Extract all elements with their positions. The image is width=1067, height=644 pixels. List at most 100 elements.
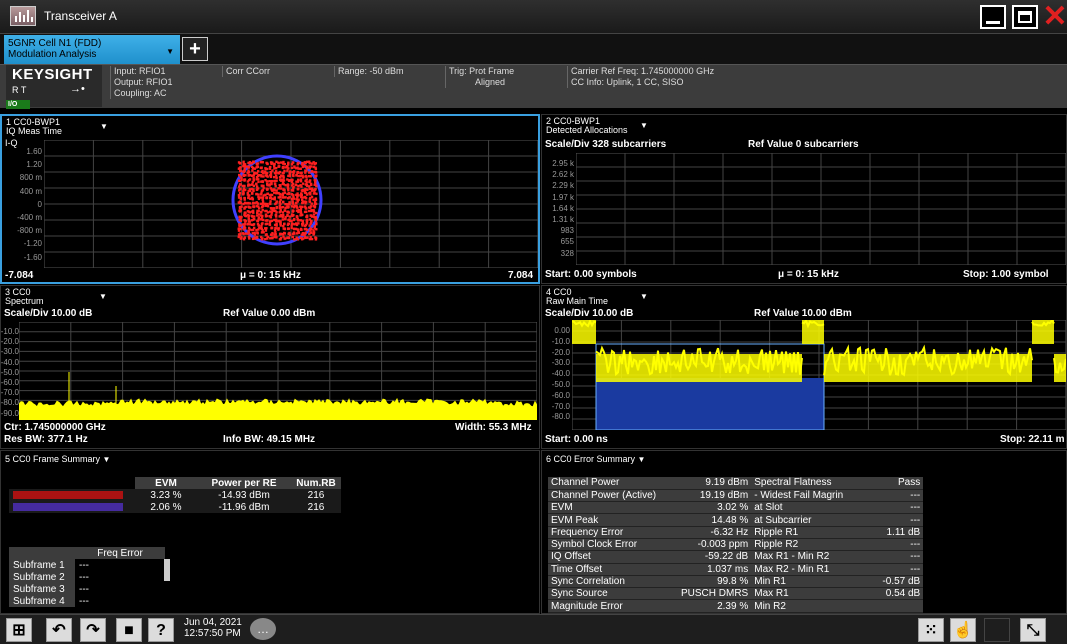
- constellation-point: [303, 227, 307, 231]
- constellation-point: [239, 202, 242, 205]
- constellation-point: [261, 200, 265, 203]
- undo-icon[interactable]: ↶: [46, 618, 72, 642]
- window-raw-main-time[interactable]: 4 CC0 Raw Main Time ▼ Scale/Div 10.00 dB…: [541, 285, 1067, 449]
- constellation-point: [251, 237, 255, 241]
- add-tab-button[interactable]: +: [182, 37, 208, 61]
- constellation-point: [299, 219, 302, 222]
- layout-icon[interactable]: [984, 618, 1010, 642]
- constellation-point: [314, 238, 318, 241]
- constellation-point: [261, 218, 265, 222]
- constellation-point: [282, 162, 285, 165]
- title-bar: [0, 0, 1067, 34]
- window-6-selector[interactable]: 6 CC0 Error Summary ▼: [546, 454, 645, 464]
- constellation-point: [278, 215, 281, 218]
- constellation-point: [255, 182, 258, 185]
- freq-error-table: Freq Error Subframe 1 --- Subframe 2 --- S…: [9, 547, 165, 607]
- constellation-point: [244, 165, 247, 168]
- fullscreen-icon[interactable]: ⤡: [1020, 618, 1046, 642]
- input-info[interactable]: Input: RFIO1 Output: RFIO1 Coupling: AC: [110, 66, 214, 99]
- constellation-point: [300, 233, 304, 236]
- help-icon[interactable]: ?: [148, 618, 174, 642]
- constellation-point: [285, 164, 289, 168]
- window-error-summary[interactable]: 6 CC0 Error Summary ▼ Channel Power 9.19 …: [541, 450, 1067, 614]
- constellation-point: [305, 181, 308, 184]
- keypad-icon[interactable]: ⁙: [918, 618, 944, 642]
- tab-dropdown-icon[interactable]: ▼: [166, 47, 174, 56]
- scrollbar-thumb[interactable]: [164, 559, 170, 581]
- window-2-selector[interactable]: 2 CC0-BWP1 Detected Allocations ▼: [544, 116, 672, 135]
- constellation-point: [284, 206, 287, 209]
- constellation-point: [243, 211, 247, 214]
- constellation-point: [256, 202, 260, 205]
- constellation-point: [291, 170, 294, 174]
- maximize-button[interactable]: [1012, 5, 1038, 29]
- constellation-point: [266, 235, 270, 239]
- window-1-selector[interactable]: 1 CC0-BWP1 IQ Meas Time ▼: [4, 117, 132, 136]
- chevron-down-icon: ▼: [99, 292, 107, 301]
- constellation-point: [282, 171, 285, 175]
- constellation-point: [283, 237, 286, 240]
- carrier-info[interactable]: Carrier Ref Freq: 1.745000000 GHz CC Inf…: [567, 66, 867, 88]
- constellation-point: [307, 175, 311, 178]
- constellation-point: [308, 180, 311, 184]
- constellation-point: [257, 228, 260, 231]
- minimize-button[interactable]: [980, 5, 1006, 29]
- constellation-point: [255, 236, 259, 240]
- cell-v: 1.037 ms: [678, 563, 752, 576]
- constellation-point: [244, 174, 247, 177]
- constellation-point: [299, 205, 302, 208]
- touch-icon[interactable]: ☝: [950, 618, 976, 642]
- constellation-point: [303, 235, 307, 239]
- close-button[interactable]: ✕: [1042, 0, 1067, 33]
- constellation-point: [275, 236, 278, 239]
- range-info[interactable]: Range: -50 dBm: [334, 66, 438, 77]
- constellation-point: [251, 209, 255, 212]
- coupling-label: Coupling: AC: [114, 88, 167, 98]
- constellation-point: [290, 205, 294, 208]
- constellation-point: [306, 236, 309, 239]
- constellation-point: [253, 236, 256, 239]
- constellation-point: [283, 196, 286, 199]
- constellation-point: [240, 176, 243, 180]
- redo-icon[interactable]: ↷: [80, 618, 106, 642]
- constellation-point: [264, 237, 267, 241]
- constellation-point: [287, 161, 290, 164]
- channel-color-swatch: [13, 503, 123, 511]
- chat-icon[interactable]: …: [250, 618, 276, 640]
- window-5-selector[interactable]: 5 CC0 Frame Summary ▼: [5, 454, 110, 464]
- constellation-point: [242, 162, 245, 166]
- window-iq-meas-time[interactable]: 1 CC0-BWP1 IQ Meas Time ▼ I-Q 1.60 1.20 80…: [0, 114, 540, 284]
- constellation-point: [281, 193, 285, 197]
- constellation-point: [308, 185, 311, 188]
- trigger-info[interactable]: Trig: Prot Frame Aligned: [445, 66, 557, 88]
- constellation-point: [260, 235, 263, 239]
- tab-label-line1: 5GNR Cell N1 (FDD): [8, 38, 102, 49]
- window-detected-allocations[interactable]: 2 CC0-BWP1 Detected Allocations ▼ Scale/…: [541, 114, 1067, 284]
- y-tick-label: 655: [560, 237, 574, 247]
- constellation-point: [269, 175, 273, 179]
- corr-info[interactable]: Corr CCorr: [222, 66, 326, 77]
- constellation-point: [287, 222, 291, 225]
- signal-arrow-icon: →•: [70, 83, 85, 95]
- constellation-point: [238, 187, 241, 191]
- window-3-name: Spectrum: [5, 296, 44, 306]
- window-frame-summary[interactable]: 5 CC0 Frame Summary ▼ EVM Power per RE N…: [0, 450, 540, 614]
- constellation-point: [299, 192, 303, 195]
- constellation-point: [239, 209, 243, 212]
- window-3-selector[interactable]: 3 CC0 Spectrum ▼: [3, 287, 131, 306]
- trace-band: [824, 354, 1032, 382]
- constellation-point: [282, 235, 285, 238]
- constellation-point: [273, 162, 276, 166]
- window-spectrum[interactable]: 3 CC0 Spectrum ▼ Scale/Div 10.00 dB Ref …: [0, 285, 540, 449]
- windows-icon[interactable]: ⊞: [6, 618, 32, 642]
- constellation-point: [299, 236, 303, 240]
- constellation-point: [237, 233, 241, 236]
- tab-modulation-analysis[interactable]: 5GNR Cell N1 (FDD) Modulation Analysis ▼: [4, 35, 180, 64]
- window-4-selector[interactable]: 4 CC0 Raw Main Time ▼: [544, 287, 672, 306]
- constellation-point: [282, 179, 286, 182]
- constellation-point: [238, 218, 241, 222]
- cell-v: -59.22 dB: [678, 550, 752, 564]
- folder-icon[interactable]: ■: [116, 618, 142, 642]
- constellation-point: [310, 202, 313, 205]
- constellation-point: [265, 233, 268, 237]
